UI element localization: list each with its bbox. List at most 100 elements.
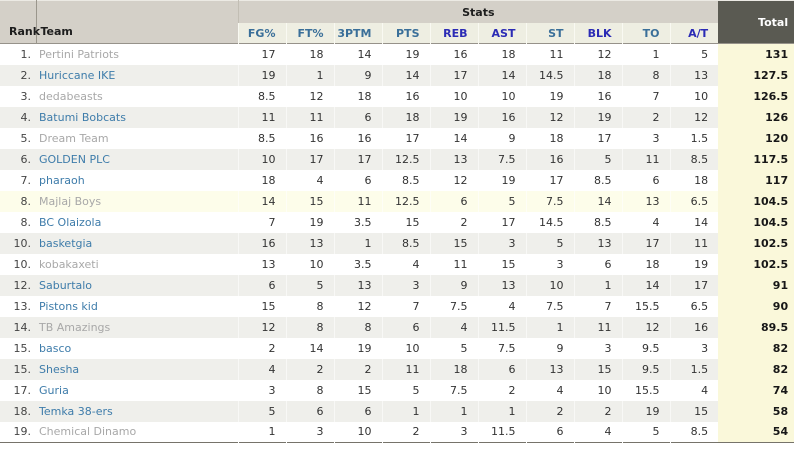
stat-cell: 12 — [285, 85, 334, 107]
table-row: 6. GOLDEN PLC 10 17 17 12.5 13 7.5 16 5 11 8.5 117.5 — [0, 148, 794, 170]
total-cell: 74 — [718, 379, 794, 401]
team-link[interactable]: Pertini Patriots — [39, 47, 119, 61]
rank-cell: 15. — [13, 341, 32, 355]
stat-cell: 17 — [573, 127, 622, 149]
stat-cell: 16 — [573, 85, 622, 107]
stat-cell: 15.5 — [621, 295, 670, 317]
stat-cell: 14 — [237, 190, 286, 212]
team-cell: Chemical Dinamo — [36, 422, 238, 443]
team-link[interactable]: Chemical Dinamo — [39, 425, 137, 439]
stat-cell: 14 — [381, 64, 430, 86]
stat-cell: 12 — [429, 169, 478, 191]
stat-cell: 5 — [237, 400, 286, 422]
table-row: 8. Majlaj Boys 14 15 11 12.5 6 5 7.5 14 13 6.5 104.5 — [0, 190, 794, 212]
stat-cell: 3.5 — [333, 211, 382, 233]
stats-group-header: Stats — [237, 0, 719, 23]
column-header-ast[interactable]: AST — [477, 23, 526, 44]
stat-cell: 3.5 — [333, 253, 382, 275]
stat-cell: 8.5 — [669, 421, 719, 443]
stat-cell: 6.5 — [669, 295, 719, 317]
column-header-at[interactable]: A/T — [669, 23, 719, 44]
stat-cell: 4 — [285, 169, 334, 191]
stat-cell: 10 — [669, 85, 719, 107]
stat-cell: 13 — [573, 232, 622, 254]
team-link[interactable]: BC Olaizola — [39, 215, 102, 229]
stat-cell: 6 — [429, 190, 478, 212]
stat-cell: 18 — [429, 358, 478, 380]
column-header-to[interactable]: TO — [621, 23, 670, 44]
stat-cell: 4 — [477, 295, 526, 317]
team-link[interactable]: dedabeasts — [39, 89, 103, 103]
column-header-blk[interactable]: BLK — [573, 23, 622, 44]
stat-cell: 19 — [669, 253, 719, 275]
stat-cell: 14.5 — [525, 64, 574, 86]
team-link[interactable]: Huriccane IKE — [39, 68, 116, 82]
stat-cell: 9.5 — [621, 337, 670, 359]
total-cell: 104.5 — [718, 211, 794, 233]
team-link[interactable]: pharaoh — [39, 173, 85, 187]
stat-cell: 11 — [285, 106, 334, 128]
column-header-fg[interactable]: FG% — [237, 23, 286, 44]
team-link[interactable]: Batumi Bobcats — [39, 110, 126, 124]
total-cell: 89.5 — [718, 316, 794, 338]
stat-cell: 7.5 — [477, 337, 526, 359]
rank-cell: 19. — [13, 425, 32, 439]
total-cell: 127.5 — [718, 64, 794, 86]
table-row: 10. kobakaxeti 13 10 3.5 4 11 15 3 6 18 19 102.5 — [0, 253, 794, 275]
stat-cell: 6 — [333, 169, 382, 191]
rank-cell: 3. — [20, 89, 32, 103]
team-link[interactable]: GOLDEN PLC — [39, 152, 110, 166]
team-link[interactable]: basco — [39, 341, 72, 355]
stat-cell: 4 — [429, 316, 478, 338]
stat-cell: 6 — [285, 400, 334, 422]
stat-cell: 15 — [381, 211, 430, 233]
stat-cell: 4 — [621, 211, 670, 233]
stat-cell: 4 — [237, 358, 286, 380]
stat-cell: 16 — [669, 316, 719, 338]
team-link[interactable]: TB Amazings — [39, 320, 111, 334]
column-header-st[interactable]: ST — [525, 23, 574, 44]
stat-cell: 14 — [285, 337, 334, 359]
stat-cell: 12 — [237, 316, 286, 338]
team-link[interactable]: Shesha — [39, 362, 80, 376]
stat-cell: 14 — [621, 274, 670, 296]
team-cell: Batumi Bobcats — [36, 107, 238, 128]
team-link[interactable]: Majlaj Boys — [39, 194, 102, 208]
team-link[interactable]: kobakaxeti — [39, 257, 99, 271]
stat-cell: 2 — [621, 106, 670, 128]
stat-cell: 1 — [237, 421, 286, 443]
total-cell: 82 — [718, 358, 794, 380]
stat-cell: 19 — [285, 211, 334, 233]
total-cell: 126 — [718, 106, 794, 128]
stat-cell: 14 — [477, 64, 526, 86]
table-row: 17. Guria 3 8 15 5 7.5 2 4 10 15.5 4 74 — [0, 379, 794, 401]
stat-cell: 16 — [477, 106, 526, 128]
stat-cell: 2 — [285, 358, 334, 380]
stat-cell: 8 — [285, 295, 334, 317]
stat-cell: 18 — [477, 43, 526, 65]
stat-cell: 6 — [333, 106, 382, 128]
team-link[interactable]: Temka 38-ers — [39, 404, 113, 418]
team-link[interactable]: Pistons kid — [39, 299, 98, 313]
stat-cell: 11.5 — [477, 316, 526, 338]
stat-cell: 16 — [525, 148, 574, 170]
team-link[interactable]: Dream Team — [39, 131, 109, 145]
total-column-header[interactable]: Total — [718, 0, 794, 44]
column-header-reb[interactable]: REB — [429, 23, 478, 44]
rank-cell: 8. — [20, 194, 32, 208]
stat-cell: 3 — [525, 253, 574, 275]
stat-cell: 3 — [573, 337, 622, 359]
stat-cell: 4 — [573, 421, 622, 443]
team-link[interactable]: Guria — [39, 383, 69, 397]
stat-cell: 7.5 — [429, 379, 478, 401]
column-header-3ptm[interactable]: 3PTM — [333, 23, 382, 44]
team-link[interactable]: Saburtalo — [39, 278, 93, 292]
team-link[interactable]: basketgia — [39, 236, 93, 250]
stat-cell: 17 — [669, 274, 719, 296]
table-row: 1. Pertini Patriots 17 18 14 19 16 18 11 12 1 5 131 — [0, 43, 794, 65]
stat-cell: 8.5 — [669, 148, 719, 170]
stat-cell: 2 — [381, 421, 430, 443]
column-header-pts[interactable]: PTS — [381, 23, 430, 44]
column-header-ft[interactable]: FT% — [285, 23, 334, 44]
stat-cell: 6 — [621, 169, 670, 191]
